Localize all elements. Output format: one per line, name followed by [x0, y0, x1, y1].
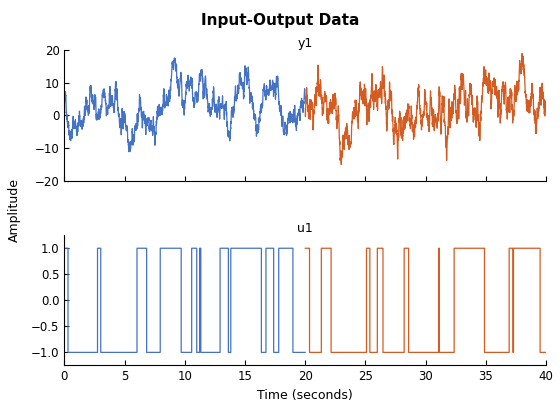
Text: Input-Output Data: Input-Output Data — [201, 13, 359, 28]
X-axis label: Time (seconds): Time (seconds) — [258, 389, 353, 402]
Title: u1: u1 — [297, 222, 313, 235]
Text: Amplitude: Amplitude — [8, 178, 21, 242]
Title: y1: y1 — [297, 37, 313, 50]
